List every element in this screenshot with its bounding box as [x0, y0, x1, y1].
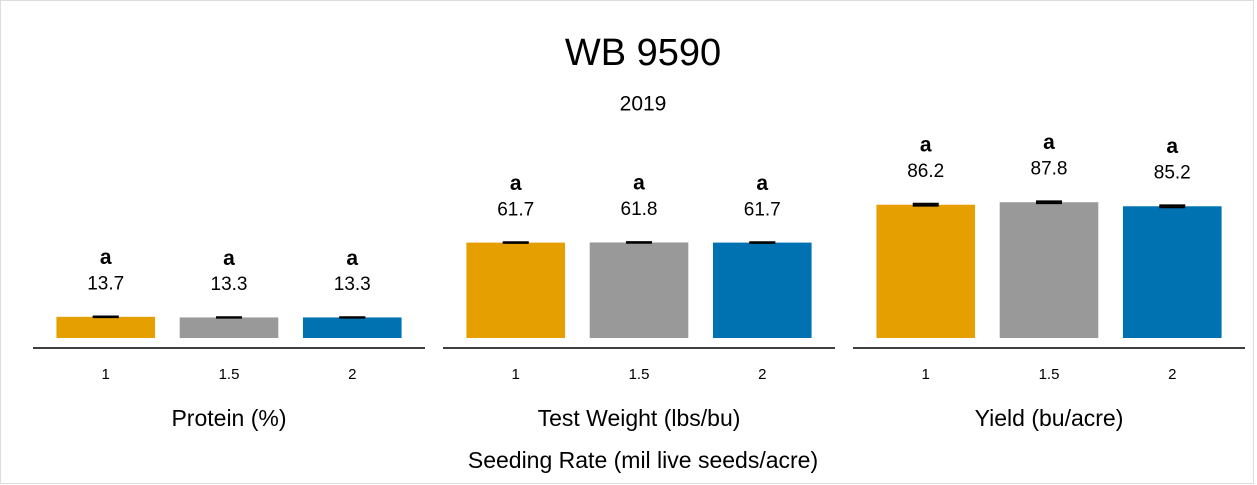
value-label: 87.8 [1031, 158, 1068, 179]
significance-letter: a [510, 172, 522, 195]
bar [876, 204, 976, 338]
bar [466, 242, 566, 338]
significance-letter: a [346, 247, 358, 270]
value-label: 61.7 [497, 199, 534, 220]
x-tick-label: 1 [512, 366, 520, 383]
bar [999, 202, 1099, 338]
value-label: 85.2 [1154, 162, 1191, 183]
value-label: 13.7 [87, 274, 124, 295]
significance-letter: a [100, 246, 112, 269]
significance-letter: a [1043, 131, 1055, 154]
significance-letter: a [223, 247, 235, 270]
x-tick-label: 2 [1168, 366, 1176, 383]
x-tick-label: 1.5 [219, 366, 240, 383]
x-tick-label: 2 [758, 366, 766, 383]
x-tick-label: 1 [922, 366, 930, 383]
significance-letter: a [633, 172, 645, 195]
bar [589, 242, 689, 338]
x-tick-label: 2 [348, 366, 356, 383]
bar [56, 316, 156, 338]
significance-letter: a [1166, 135, 1178, 158]
value-label: 13.3 [334, 274, 371, 295]
value-label: 86.2 [907, 161, 944, 182]
x-tick-label: 1.5 [1039, 366, 1060, 383]
bar [179, 317, 279, 338]
value-label: 61.8 [621, 199, 658, 220]
x-axis-title: Seeding Rate (mil live seeds/acre) [468, 447, 818, 473]
significance-letter: a [756, 172, 768, 195]
x-tick-label: 1.5 [629, 366, 650, 383]
panel-label: Yield (bu/acre) [975, 405, 1124, 431]
bar [302, 317, 402, 338]
panel-label: Protein (%) [171, 405, 286, 431]
bar [1122, 206, 1222, 338]
bar [712, 242, 812, 338]
value-label: 13.3 [211, 274, 248, 295]
panel-label: Test Weight (lbs/bu) [538, 405, 741, 431]
chart-subtitle: 2019 [620, 93, 667, 116]
value-label: 61.7 [744, 199, 781, 220]
x-tick-label: 1 [102, 366, 110, 383]
significance-letter: a [920, 133, 932, 156]
chart-title: WB 9590 [565, 32, 721, 74]
